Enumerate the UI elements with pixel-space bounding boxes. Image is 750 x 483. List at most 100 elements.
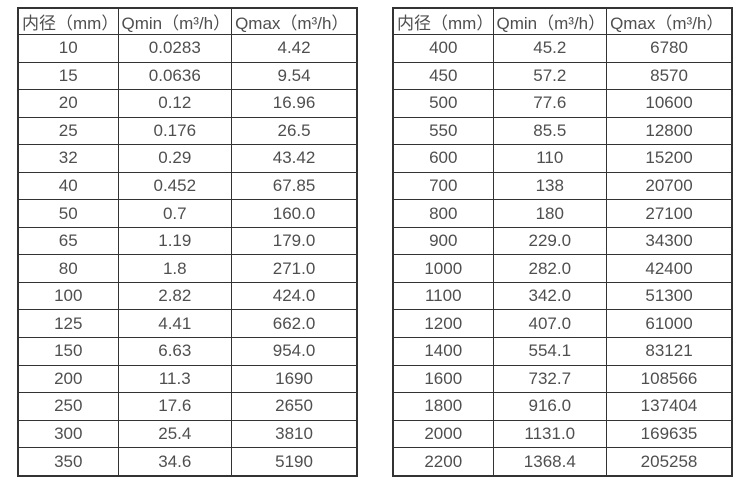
qmax-cell: 27100 — [606, 199, 733, 228]
qmax-cell: 169635 — [606, 419, 733, 449]
column-header-qmax: Qmax（m³/h） — [606, 7, 733, 35]
qmax-cell: 179.0 — [231, 226, 358, 256]
table-row: 40 0.452 67.85 — [17, 171, 358, 201]
qmin-cell: 45.2 — [492, 34, 608, 63]
table-body: 10 0.0283 4.42 15 0.0636 9.54 20 0.12 16.96 25 0.1… — [17, 34, 358, 477]
table-row: 350 34.6 5190 — [17, 447, 358, 477]
column-header-qmin: Qmin（m³/h） — [117, 7, 233, 35]
table-row: 50 0.7 160.0 — [17, 199, 358, 228]
qmin-cell: 0.29 — [117, 144, 233, 173]
qmin-cell: 0.7 — [117, 199, 233, 228]
diameter-cell: 1000 — [392, 254, 494, 283]
diameter-cell: 50 — [17, 199, 119, 228]
diameter-cell: 150 — [17, 337, 119, 366]
diameter-cell: 900 — [392, 226, 494, 256]
qmin-cell: 0.0636 — [117, 61, 233, 91]
diameter-cell: 1800 — [392, 392, 494, 421]
qmin-cell: 1131.0 — [492, 419, 608, 449]
table-row: 125 4.41 662.0 — [17, 309, 358, 339]
qmax-cell: 9.54 — [231, 61, 358, 91]
qmax-cell: 51300 — [606, 281, 733, 311]
column-header-diameter: 内径（mm） — [17, 7, 119, 35]
table-row: 400 45.2 6780 — [392, 34, 733, 63]
table-row: 65 1.19 179.0 — [17, 226, 358, 256]
diameter-cell: 10 — [17, 34, 119, 63]
qmax-cell: 67.85 — [231, 171, 358, 201]
diameter-cell: 20 — [17, 89, 119, 118]
qmax-cell: 43.42 — [231, 144, 358, 173]
column-header-qmin: Qmin（m³/h） — [492, 7, 608, 35]
table-row: 1400 554.1 83121 — [392, 337, 733, 366]
qmax-cell: 4.42 — [231, 34, 358, 63]
qmax-cell: 34300 — [606, 226, 733, 256]
table-row: 500 77.6 10600 — [392, 89, 733, 118]
diameter-cell: 1400 — [392, 337, 494, 366]
table-row: 25 0.176 26.5 — [17, 116, 358, 146]
qmin-cell: 180 — [492, 199, 608, 228]
column-header-qmax: Qmax（m³/h） — [231, 7, 358, 35]
table-row: 150 6.63 954.0 — [17, 337, 358, 366]
diameter-cell: 100 — [17, 281, 119, 311]
qmin-cell: 282.0 — [492, 254, 608, 283]
qmin-cell: 138 — [492, 171, 608, 201]
table-row: 200 11.3 1690 — [17, 364, 358, 394]
qmin-cell: 25.4 — [117, 419, 233, 449]
diameter-cell: 550 — [392, 116, 494, 146]
diameter-cell: 600 — [392, 144, 494, 173]
table-row: 2200 1368.4 205258 — [392, 447, 733, 477]
qmin-cell: 1368.4 — [492, 447, 608, 477]
diameter-cell: 65 — [17, 226, 119, 256]
qmax-cell: 205258 — [606, 447, 733, 477]
qmax-cell: 5190 — [231, 447, 358, 477]
qmin-cell: 0.176 — [117, 116, 233, 146]
qmax-cell: 1690 — [231, 364, 358, 394]
table-row: 250 17.6 2650 — [17, 392, 358, 421]
table-header: 内径（mm） Qmin（m³/h） Qmax（m³/h） — [17, 7, 358, 35]
qmax-cell: 83121 — [606, 337, 733, 366]
table-row: 450 57.2 8570 — [392, 61, 733, 91]
qmin-cell: 0.452 — [117, 171, 233, 201]
table-row: 80 1.8 271.0 — [17, 254, 358, 283]
diameter-cell: 400 — [392, 34, 494, 63]
column-header-diameter: 内径（mm） — [392, 7, 494, 35]
table-row: 1800 916.0 137404 — [392, 392, 733, 421]
table-row: 800 180 27100 — [392, 199, 733, 228]
table-row: 600 110 15200 — [392, 144, 733, 173]
qmin-cell: 1.8 — [117, 254, 233, 283]
qmin-cell: 229.0 — [492, 226, 608, 256]
qmin-cell: 34.6 — [117, 447, 233, 477]
qmax-cell: 42400 — [606, 254, 733, 283]
diameter-cell: 32 — [17, 144, 119, 173]
diameter-cell: 15 — [17, 61, 119, 91]
diameter-cell: 40 — [17, 171, 119, 201]
qmax-cell: 12800 — [606, 116, 733, 146]
qmax-cell: 16.96 — [231, 89, 358, 118]
qmin-cell: 110 — [492, 144, 608, 173]
diameter-cell: 125 — [17, 309, 119, 339]
table-row: 20 0.12 16.96 — [17, 89, 358, 118]
header-row: 内径（mm） Qmin（m³/h） Qmax（m³/h） — [392, 7, 733, 35]
table-row: 1600 732.7 108566 — [392, 364, 733, 394]
qmax-cell: 20700 — [606, 171, 733, 201]
qmax-cell: 662.0 — [231, 309, 358, 339]
diameter-cell: 80 — [17, 254, 119, 283]
table-row: 300 25.4 3810 — [17, 419, 358, 449]
flow-range-table-small-diameters: 内径（mm） Qmin（m³/h） Qmax（m³/h） 10 0.0283 4.4… — [17, 7, 358, 477]
diameter-cell: 2200 — [392, 447, 494, 477]
diameter-cell: 450 — [392, 61, 494, 91]
qmax-cell: 271.0 — [231, 254, 358, 283]
table-row: 1200 407.0 61000 — [392, 309, 733, 339]
qmin-cell: 11.3 — [117, 364, 233, 394]
table-row: 1100 342.0 51300 — [392, 281, 733, 311]
qmin-cell: 85.5 — [492, 116, 608, 146]
diameter-cell: 1600 — [392, 364, 494, 394]
qmin-cell: 0.12 — [117, 89, 233, 118]
table-row: 550 85.5 12800 — [392, 116, 733, 146]
diameter-cell: 1100 — [392, 281, 494, 311]
qmin-cell: 916.0 — [492, 392, 608, 421]
diameter-cell: 250 — [17, 392, 119, 421]
qmin-cell: 342.0 — [492, 281, 608, 311]
qmin-cell: 2.82 — [117, 281, 233, 311]
qmin-cell: 554.1 — [492, 337, 608, 366]
